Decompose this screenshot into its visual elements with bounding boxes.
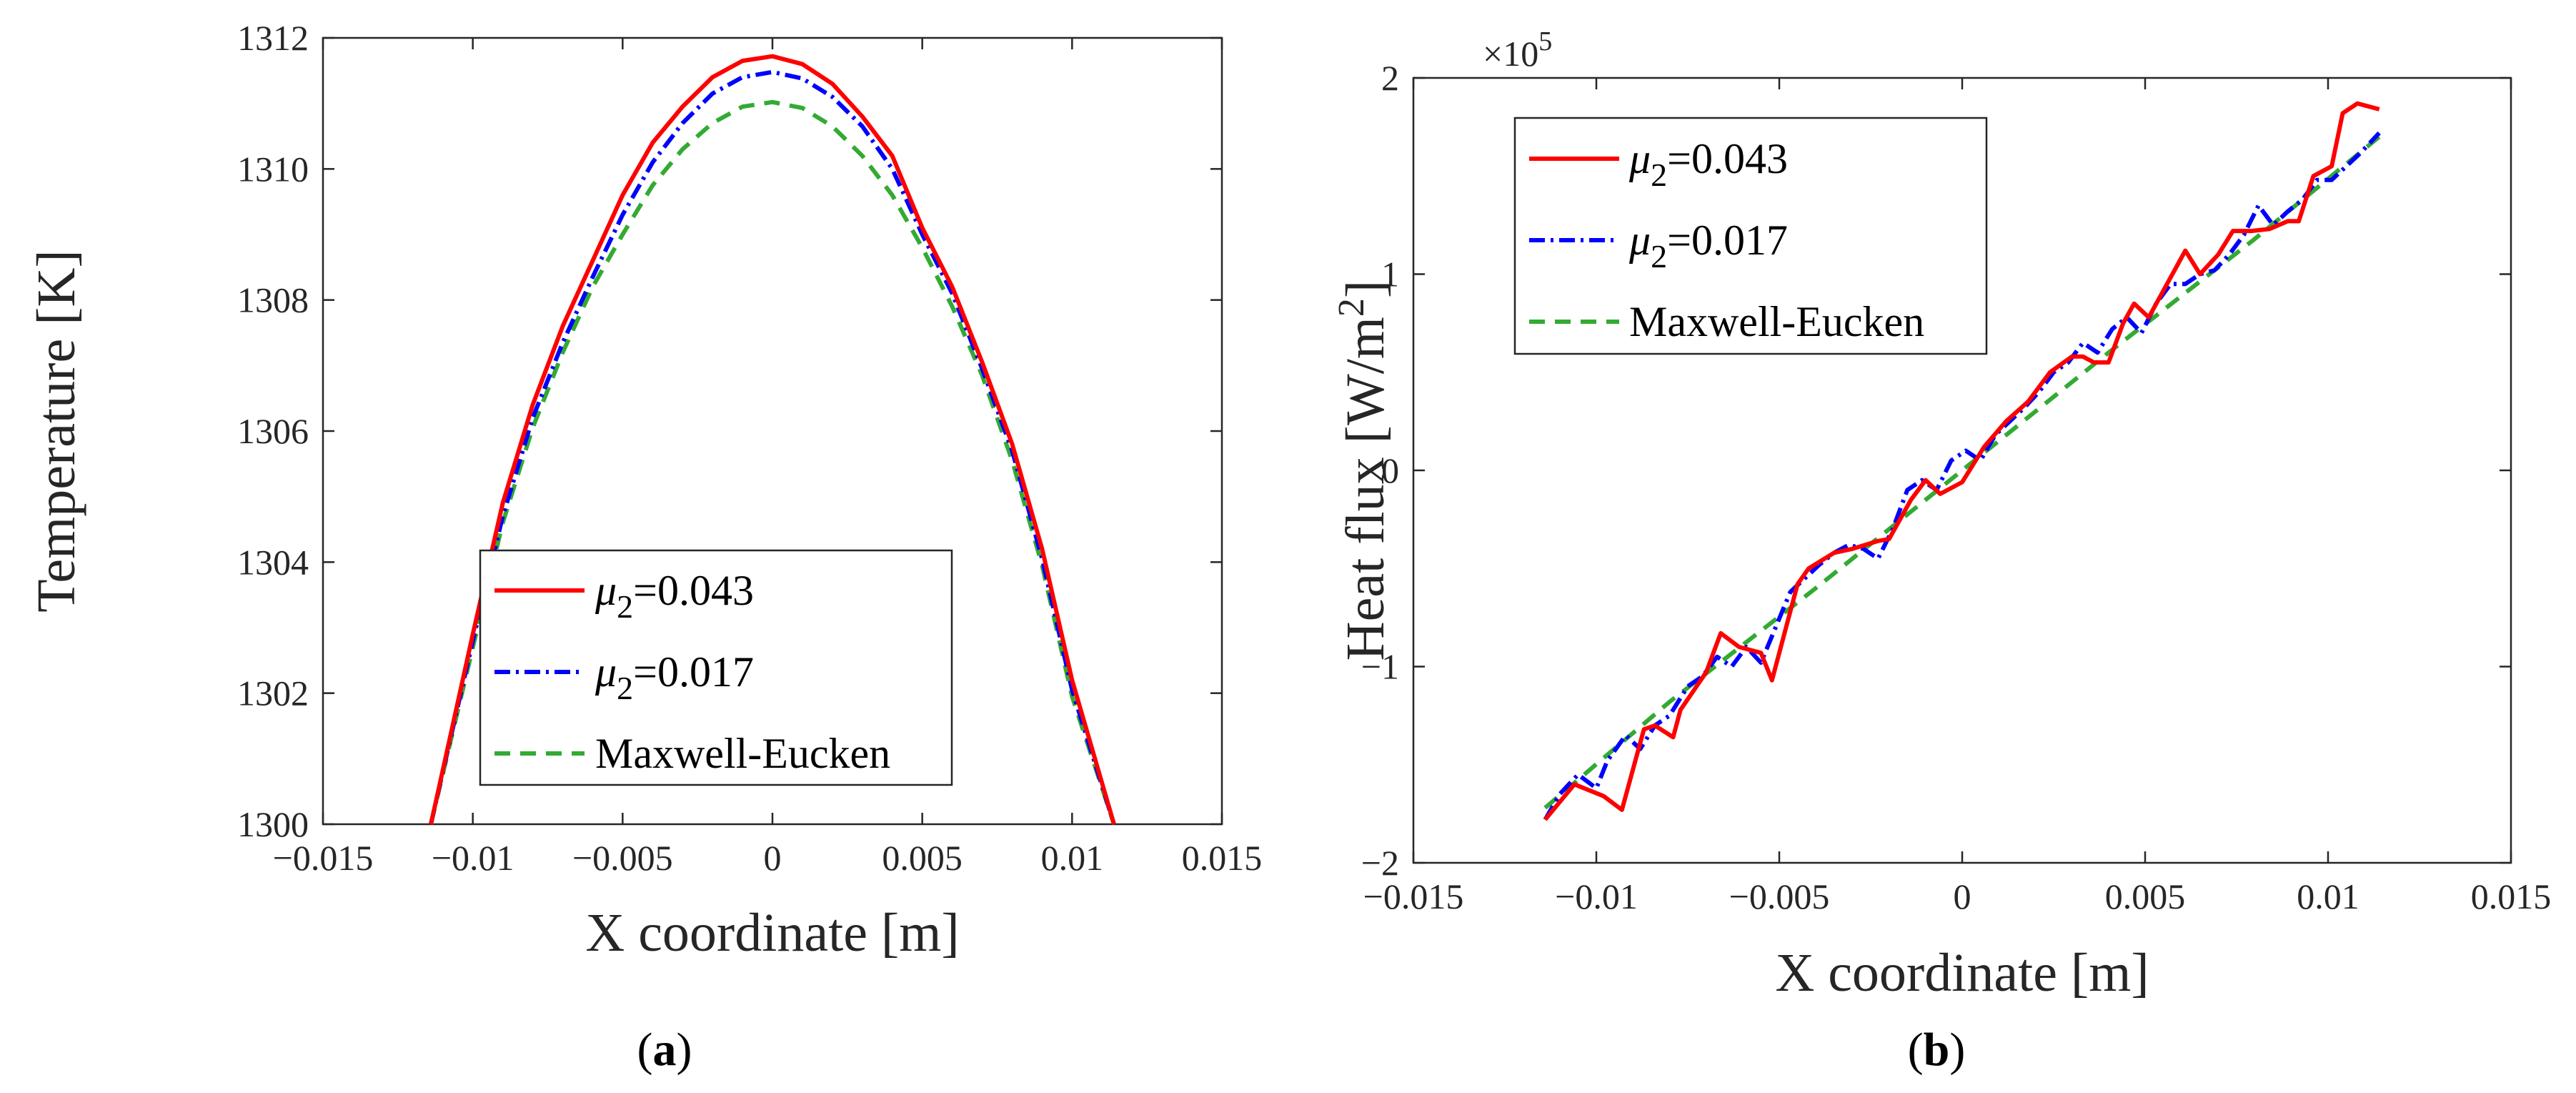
- panel-a-y-axis-label: Temperature [K]: [26, 249, 86, 612]
- panel-b-y-tick-label: 2: [1381, 58, 1399, 98]
- panel-a-caption-letter: a: [653, 1024, 677, 1076]
- panel-b-ticks: −0.015 −0.01 −0.005 0 0.005 0.01 0.015 −2 −1 0 1 2: [1361, 58, 2551, 916]
- panel-a-temperature-chart: −0.015 −0.01 −0.005 0 0.005 0.01 0.015 1300 1302…: [26, 18, 1262, 1076]
- panel-a-x-tick-label: −0.005: [572, 838, 673, 878]
- panel-a-y-tick-label: 1304: [237, 542, 309, 582]
- panel-a-x-tick-label: −0.015: [273, 838, 374, 878]
- panel-a-x-tick-label: 0.005: [882, 838, 963, 878]
- panel-a-series-line-1: [429, 54, 1116, 825]
- panel-b-y-axis-label-sup: 2: [1331, 298, 1372, 317]
- panel-b-legend-label-3: Maxwell-Eucken: [1629, 298, 1924, 345]
- panel-a-caption: (a): [637, 1024, 692, 1076]
- panel-b-y-tick-label: 0: [1381, 450, 1399, 490]
- panel-a-y-tick-label: 1308: [237, 280, 309, 320]
- panel-a-legend-label-2: μ2=0.017: [595, 648, 754, 706]
- panel-a-x-axis-label: X coordinate [m]: [585, 903, 959, 963]
- panel-b-x-tick-label: −0.01: [1555, 876, 1638, 916]
- panel-b-legend-1-value: =0.043: [1667, 135, 1788, 182]
- panel-a-legend-1-value: =0.043: [633, 567, 754, 614]
- panel-b-series-line-2: [1543, 131, 2381, 821]
- panel-b-y-axis-label-tail: ]: [1336, 280, 1396, 298]
- panel-a-x-tick-label: 0.015: [1182, 838, 1263, 878]
- panel-a-legend-2-sub: 2: [617, 670, 633, 706]
- panel-b-y-multiplier: ×105: [1483, 26, 1552, 74]
- panel-b-x-tick-label: 0.005: [2105, 876, 2186, 916]
- panel-a-legend-2-symbol: μ: [595, 648, 617, 696]
- panel-a-y-tick-label: 1302: [237, 673, 309, 713]
- panel-b-heat-flux-chart: −0.015 −0.01 −0.005 0 0.005 0.01 0.015−2−1012 …: [1331, 26, 2551, 1076]
- panel-a-y-tick-label: 1310: [237, 149, 309, 189]
- panel-a-legend-label-3: Maxwell-Eucken: [595, 730, 890, 777]
- panel-b-series-line-1: [1543, 101, 2380, 821]
- panel-b-series: [1543, 101, 2381, 821]
- panel-a-series: [429, 54, 1116, 825]
- panel-b-legend-1-sub: 2: [1651, 157, 1667, 193]
- panel-b-series-line-3: [1543, 134, 2381, 810]
- panel-b-x-tick-label: 0.01: [2297, 876, 2359, 916]
- panel-a-legend-1-sub: 2: [617, 588, 633, 625]
- panel-a-x-tick-label: −0.01: [432, 838, 514, 878]
- panel-b-x-tick-label: −0.005: [1729, 876, 1830, 916]
- panel-b-legend: μ2=0.043 μ2=0.017 Maxwell-Eucken: [1513, 117, 1988, 355]
- panel-a-legend: μ2=0.043 μ2=0.017 Maxwell-Eucken: [479, 549, 953, 786]
- panel-b-legend-2-value: =0.017: [1667, 217, 1788, 264]
- panel-b-y-axis-label-main: Heat flux [W/m: [1336, 317, 1396, 661]
- panel-a-y-tick-label: 1312: [237, 18, 309, 58]
- panel-a-x-tick-label: 0.01: [1041, 838, 1104, 878]
- panel-b-legend-label-1: μ2=0.043: [1628, 135, 1788, 193]
- panel-b-y-tick-label: −1: [1361, 647, 1399, 687]
- panel-a-legend-2-value: =0.017: [633, 648, 754, 696]
- panel-a-legend-label-1: μ2=0.043: [595, 567, 754, 625]
- panel-a-y-tick-label: 1306: [237, 411, 309, 451]
- panel-b-caption: (b): [1908, 1024, 1966, 1076]
- panel-b-y-tick-label: −2: [1361, 843, 1399, 883]
- panel-b-x-tick-label: −0.015: [1363, 876, 1464, 916]
- panel-b-y-tick-label: 1: [1381, 254, 1399, 295]
- panel-b-caption-letter: b: [1924, 1024, 1950, 1076]
- panel-b-legend-label-2: μ2=0.017: [1628, 217, 1788, 275]
- panel-a-series-line-3: [429, 99, 1116, 825]
- panel-b-legend-2-sub: 2: [1651, 238, 1667, 275]
- panel-a-x-tick-label: 0: [764, 838, 782, 878]
- panel-b-y-multiplier-base: ×10: [1483, 34, 1538, 74]
- panel-a-series-line-2: [429, 69, 1116, 825]
- panel-b-x-tick-label: 0.015: [2471, 876, 2552, 916]
- panel-b-legend-1-symbol: μ: [1628, 135, 1651, 182]
- panel-b-y-axis-label: Heat flux [W/m2]: [1331, 280, 1396, 661]
- panel-a-y-tick-label: 1300: [237, 804, 309, 844]
- panel-b-legend-2-symbol: μ: [1628, 217, 1651, 264]
- panel-b-x-axis-label: X coordinate [m]: [1775, 943, 2149, 1003]
- panel-a-ticks: −0.015 −0.01 −0.005 0 0.005 0.01 0.015 1300 1302…: [237, 18, 1262, 878]
- panel-a-legend-1-symbol: μ: [595, 567, 617, 614]
- panel-b-y-multiplier-exp: 5: [1538, 26, 1552, 56]
- panel-b-x-tick-label: 0: [1954, 876, 1971, 916]
